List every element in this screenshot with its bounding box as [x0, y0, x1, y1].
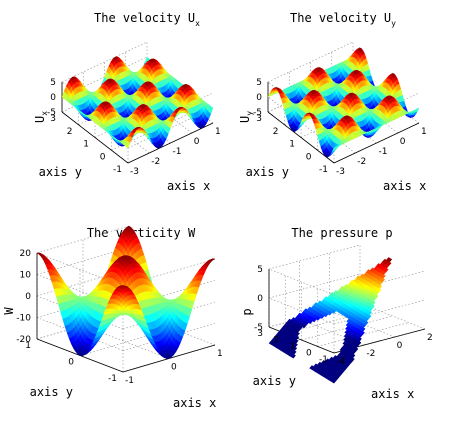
- surface-patch: [208, 106, 214, 115]
- xlabel-w: axis x: [173, 396, 216, 410]
- zlabel-ux: Ux: [33, 111, 49, 123]
- z-tick-label: -10: [16, 314, 31, 324]
- y-tick-label: 0: [100, 152, 106, 162]
- z-tick-label: 10: [20, 271, 32, 281]
- title-w: The vorticity W: [87, 226, 196, 240]
- x-tick-label: 1: [217, 349, 223, 359]
- z-tick-label: 20: [20, 249, 32, 259]
- y-axis-line: [267, 111, 335, 164]
- surface-patch: [414, 107, 420, 113]
- z-tick-label: 0: [256, 93, 262, 103]
- y-tick-label: 1: [83, 140, 89, 150]
- x-axis-line: [333, 122, 420, 164]
- x-tick-label: -1: [379, 147, 388, 157]
- y-tick-label: 1: [289, 140, 295, 150]
- xlabel-ux: axis x: [167, 179, 210, 193]
- z-tick-label: -5: [253, 108, 262, 118]
- y-tick-label: 2: [67, 127, 73, 137]
- x-tick-label: 0: [400, 137, 406, 147]
- y-tick-label: -1: [319, 165, 328, 175]
- y-tick-label: 0: [68, 358, 74, 368]
- surface-uy: [267, 47, 420, 158]
- y-tick-label: 3: [256, 114, 262, 124]
- gridline: [267, 41, 354, 83]
- ylabel-uy: axis y: [246, 165, 289, 179]
- surface-w: [36, 225, 216, 359]
- title-p: The pressure p: [291, 226, 392, 240]
- x-tick-label: -3: [336, 167, 345, 177]
- zlabel-uy: Uy: [238, 111, 254, 123]
- xlabel-uy: axis x: [383, 179, 426, 193]
- x-tick-label: 1: [421, 127, 427, 137]
- zlabel-w: W: [2, 307, 16, 315]
- y-tick-label: 0: [306, 152, 312, 162]
- z-tick-label: -20: [16, 335, 31, 345]
- y-tick-label: -1: [113, 165, 122, 175]
- ylabel-w: axis y: [30, 385, 73, 399]
- y-tick-label: 3: [50, 114, 56, 124]
- x-tick-label: -3: [130, 167, 139, 177]
- x-axis-line: [127, 122, 214, 164]
- x-tick-label: -2: [151, 157, 160, 167]
- z-tick-label: 5: [256, 78, 262, 88]
- z-tick-label: 0: [50, 93, 56, 103]
- title-uy: The velocity Uy: [290, 11, 396, 28]
- title-ux: The velocity Ux: [94, 11, 200, 28]
- y-tick-label: 2: [273, 127, 279, 137]
- z-tick-label: 5: [50, 78, 56, 88]
- surface-patch: [209, 258, 216, 261]
- gridline: [268, 268, 335, 296]
- x-tick-label: 1: [215, 127, 221, 137]
- gridline: [268, 244, 361, 270]
- z-tick-label: -5: [47, 108, 56, 118]
- x-tick-label: 0: [194, 137, 200, 147]
- x-tick-label: -1: [125, 376, 134, 386]
- gridline: [61, 41, 148, 83]
- x-tick-label: 0: [171, 363, 177, 373]
- surface-ux: [61, 56, 214, 149]
- gridline: [82, 325, 170, 359]
- ylabel-ux: axis y: [39, 165, 82, 179]
- y-tick-label: -1: [108, 374, 117, 384]
- x-tick-label: -2: [357, 157, 366, 167]
- x-tick-label: -1: [173, 147, 182, 157]
- z-tick-label: 0: [25, 292, 31, 302]
- y-axis-line: [61, 111, 129, 164]
